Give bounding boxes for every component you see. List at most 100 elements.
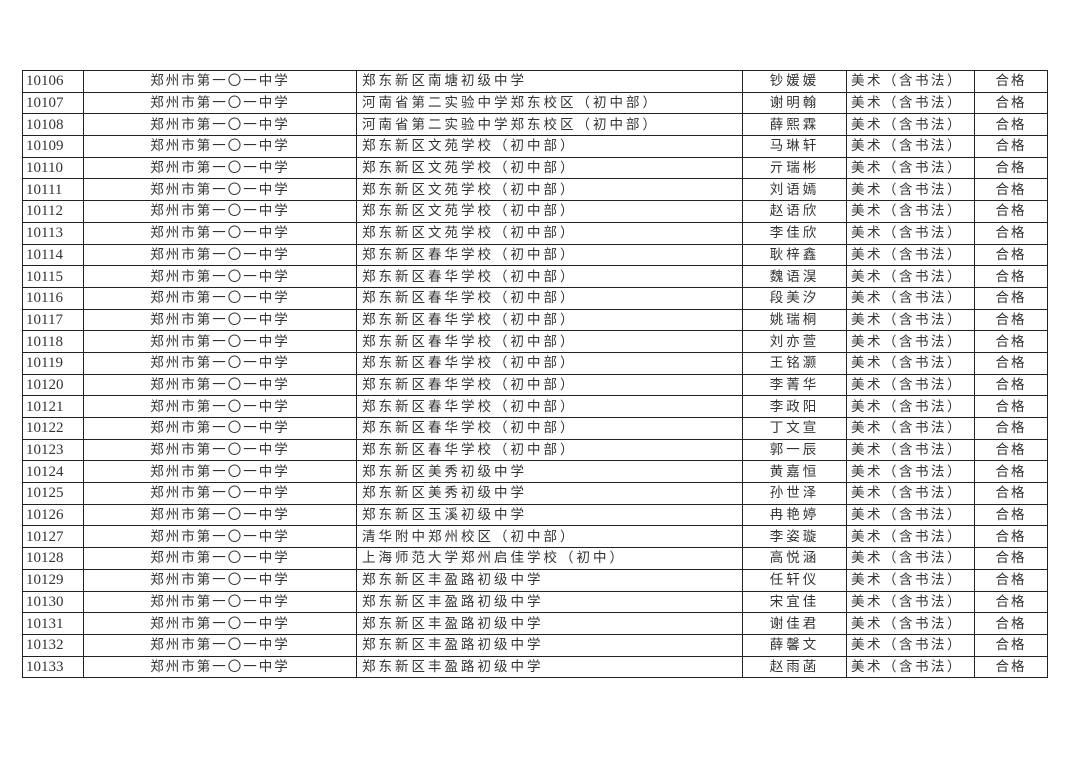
result-cell: 合格	[974, 503, 1048, 527]
result-cell: 合格	[974, 113, 1048, 137]
candidate-id-cell: 10115	[22, 265, 84, 288]
student-name-cell: 刘亦萱	[742, 330, 847, 353]
subject-cell: 美术（含书法）	[846, 373, 975, 397]
student-name-cell: 冉艳婷	[742, 503, 847, 527]
middle-school-cell: 郑东新区丰盈路初级中学	[356, 633, 743, 657]
middle-school-cell: 郑东新区文苑学校（初中部）	[356, 178, 743, 202]
high-school-cell: 郑州市第一〇一中学	[83, 243, 357, 267]
student-name-cell: 魏语淏	[742, 265, 847, 288]
high-school-cell: 郑州市第一〇一中学	[83, 330, 357, 353]
result-cell: 合格	[974, 568, 1048, 592]
high-school-cell: 郑州市第一〇一中学	[83, 156, 357, 180]
high-school-cell: 郑州市第一〇一中学	[83, 113, 357, 137]
subject-cell: 美术（含书法）	[846, 286, 975, 310]
result-cell: 合格	[974, 265, 1048, 288]
subject-cell: 美术（含书法）	[846, 503, 975, 527]
subject-cell: 美术（含书法）	[846, 221, 975, 245]
student-name-cell: 郭一辰	[742, 438, 847, 462]
result-cell: 合格	[974, 417, 1048, 440]
table-row: 10127 郑州市第一〇一中学 清华附中郑州校区（初中部） 李姿璇 美术（含书法） 合格	[22, 525, 1048, 549]
student-name-cell: 谢佳君	[742, 612, 847, 635]
subject-cell: 美术（含书法）	[846, 178, 975, 202]
student-name-cell: 段美汐	[742, 286, 847, 310]
subject-cell: 美术（含书法）	[846, 547, 975, 570]
high-school-cell: 郑州市第一〇一中学	[83, 178, 357, 202]
middle-school-cell: 清华附中郑州校区（初中部）	[356, 525, 743, 549]
table-row: 10110 郑州市第一〇一中学 郑东新区文苑学校（初中部） 亓瑞彬 美术（含书法） 合格	[22, 156, 1048, 180]
table-row: 10129 郑州市第一〇一中学 郑东新区丰盈路初级中学 任轩仪 美术（含书法） 合格	[22, 568, 1048, 592]
middle-school-cell: 郑东新区春华学校（初中部）	[356, 351, 743, 375]
candidate-id-cell: 10110	[22, 156, 84, 180]
table-row: 10116 郑州市第一〇一中学 郑东新区春华学校（初中部） 段美汐 美术（含书法） 合格	[22, 286, 1048, 310]
result-cell: 合格	[974, 525, 1048, 549]
middle-school-cell: 郑东新区春华学校（初中部）	[356, 243, 743, 267]
high-school-cell: 郑州市第一〇一中学	[83, 417, 357, 440]
student-name-cell: 李佳欣	[742, 221, 847, 245]
candidate-id-cell: 10107	[22, 91, 84, 115]
high-school-cell: 郑州市第一〇一中学	[83, 373, 357, 397]
candidate-id-cell: 10118	[22, 330, 84, 353]
result-cell: 合格	[974, 156, 1048, 180]
result-cell: 合格	[974, 308, 1048, 332]
candidate-id-cell: 10106	[22, 70, 84, 93]
middle-school-cell: 郑东新区玉溪初级中学	[356, 503, 743, 527]
middle-school-cell: 郑东新区春华学校（初中部）	[356, 373, 743, 397]
student-name-cell: 赵语欣	[742, 200, 847, 223]
middle-school-cell: 郑东新区南塘初级中学	[356, 70, 743, 93]
middle-school-cell: 郑东新区丰盈路初级中学	[356, 568, 743, 592]
middle-school-cell: 郑东新区春华学校（初中部）	[356, 417, 743, 440]
candidate-id-cell: 10129	[22, 568, 84, 592]
subject-cell: 美术（含书法）	[846, 633, 975, 657]
table-row: 10119 郑州市第一〇一中学 郑东新区春华学校（初中部） 王铭灏 美术（含书法） 合格	[22, 351, 1048, 375]
result-cell: 合格	[974, 91, 1048, 115]
table-row: 10113 郑州市第一〇一中学 郑东新区文苑学校（初中部） 李佳欣 美术（含书法） 合格	[22, 221, 1048, 245]
subject-cell: 美术（含书法）	[846, 655, 975, 679]
subject-cell: 美术（含书法）	[846, 330, 975, 353]
student-name-cell: 谢明翰	[742, 91, 847, 115]
student-name-cell: 薛熙霖	[742, 113, 847, 137]
middle-school-cell: 郑东新区春华学校（初中部）	[356, 395, 743, 418]
result-cell: 合格	[974, 351, 1048, 375]
table-row: 10128 郑州市第一〇一中学 上海师范大学郑州启佳学校（初中） 高悦涵 美术（含书法）…	[22, 547, 1048, 570]
high-school-cell: 郑州市第一〇一中学	[83, 395, 357, 418]
candidate-id-cell: 10132	[22, 633, 84, 657]
candidate-id-cell: 10109	[22, 135, 84, 158]
subject-cell: 美术（含书法）	[846, 590, 975, 614]
result-cell: 合格	[974, 438, 1048, 462]
subject-cell: 美术（含书法）	[846, 351, 975, 375]
middle-school-cell: 河南省第二实验中学郑东校区（初中部）	[356, 91, 743, 115]
candidate-id-cell: 10123	[22, 438, 84, 462]
student-name-cell: 王铭灏	[742, 351, 847, 375]
middle-school-cell: 郑东新区春华学校（初中部）	[356, 265, 743, 288]
middle-school-cell: 上海师范大学郑州启佳学校（初中）	[356, 547, 743, 570]
candidate-id-cell: 10111	[22, 178, 84, 202]
student-name-cell: 任轩仪	[742, 568, 847, 592]
subject-cell: 美术（含书法）	[846, 482, 975, 505]
subject-cell: 美术（含书法）	[846, 113, 975, 137]
result-cell: 合格	[974, 482, 1048, 505]
high-school-cell: 郑州市第一〇一中学	[83, 503, 357, 527]
student-name-cell: 丁文宣	[742, 417, 847, 440]
results-table: 10106 郑州市第一〇一中学 郑东新区南塘初级中学 钞媛媛 美术（含书法） 合格 1010…	[22, 70, 1048, 679]
middle-school-cell: 郑东新区文苑学校（初中部）	[356, 221, 743, 245]
candidate-id-cell: 10112	[22, 200, 84, 223]
high-school-cell: 郑州市第一〇一中学	[83, 91, 357, 115]
middle-school-cell: 郑东新区春华学校（初中部）	[356, 286, 743, 310]
high-school-cell: 郑州市第一〇一中学	[83, 135, 357, 158]
middle-school-cell: 郑东新区文苑学校（初中部）	[356, 135, 743, 158]
candidate-id-cell: 10117	[22, 308, 84, 332]
subject-cell: 美术（含书法）	[846, 568, 975, 592]
student-name-cell: 钞媛媛	[742, 70, 847, 93]
student-name-cell: 姚瑞桐	[742, 308, 847, 332]
high-school-cell: 郑州市第一〇一中学	[83, 200, 357, 223]
high-school-cell: 郑州市第一〇一中学	[83, 70, 357, 93]
high-school-cell: 郑州市第一〇一中学	[83, 221, 357, 245]
subject-cell: 美术（含书法）	[846, 308, 975, 332]
candidate-id-cell: 10119	[22, 351, 84, 375]
student-name-cell: 宋宜佳	[742, 590, 847, 614]
high-school-cell: 郑州市第一〇一中学	[83, 265, 357, 288]
middle-school-cell: 郑东新区文苑学校（初中部）	[356, 200, 743, 223]
table-row: 10132 郑州市第一〇一中学 郑东新区丰盈路初级中学 薛馨文 美术（含书法） 合格	[22, 633, 1048, 657]
table-row: 10115 郑州市第一〇一中学 郑东新区春华学校（初中部） 魏语淏 美术（含书法） 合格	[22, 265, 1048, 288]
candidate-id-cell: 10114	[22, 243, 84, 267]
